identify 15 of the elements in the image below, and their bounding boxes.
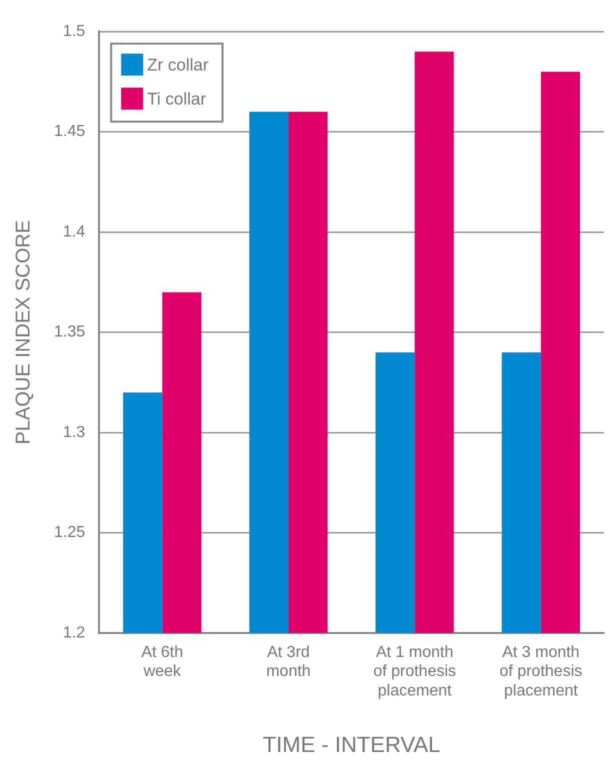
y-axis-title: PLAQUE INDEX SCORE	[12, 220, 35, 445]
y-tick-label: 1.4	[62, 223, 86, 240]
y-tick-label: 1.2	[62, 624, 86, 642]
y-tick-label: 1.45	[54, 123, 86, 140]
x-axis-title: TIME - INTERVAL	[262, 732, 440, 757]
y-tick-label: 1.25	[54, 524, 86, 542]
x-tick-label: At 6th week	[141, 644, 184, 680]
x-tick-label: At 3rd month	[266, 644, 311, 680]
y-tick-label: 1.35	[54, 324, 86, 341]
x-tick-label: At 3 month of prothesis placement	[500, 644, 582, 700]
y-tick-label: 1.5	[62, 23, 86, 40]
x-tick-label: At 1 month of prothesis placement	[373, 644, 456, 700]
legend-label: Ti collar	[147, 89, 206, 108]
legend-label: Zr collar	[147, 55, 209, 74]
y-tick-label: 1.3	[62, 424, 86, 441]
